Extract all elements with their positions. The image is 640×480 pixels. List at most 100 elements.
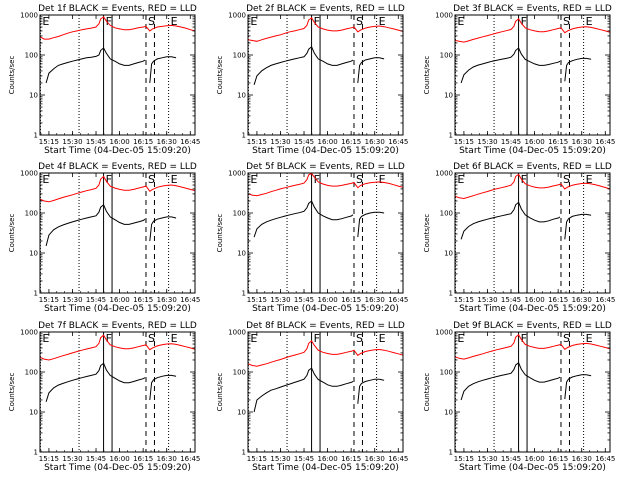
lld-series-line: [455, 173, 610, 200]
marker-label: E: [42, 332, 49, 345]
marker-label: E: [250, 15, 257, 28]
panel-title: Det 3f BLACK = Events, RED = LLD: [453, 4, 612, 14]
y-tick-label: 1: [34, 290, 38, 298]
events-series-line: [45, 47, 146, 84]
x-tick-label: 15:30: [62, 455, 82, 463]
x-tick-label: 15:30: [477, 455, 497, 463]
plot-frame: [454, 331, 611, 453]
marker-label: E: [586, 332, 593, 345]
x-tick-label: 15:15: [247, 455, 267, 463]
lld-series-line: [40, 175, 195, 203]
y-axis-label: Counts/sec: [8, 214, 16, 253]
marker-label: E: [171, 332, 178, 345]
marker-label: F: [314, 332, 320, 345]
x-tick-label: 16:00: [317, 296, 337, 304]
plot-frame: [247, 331, 404, 453]
panel-title: Det 4f BLACK = Events, RED = LLD: [38, 162, 197, 172]
marker-label: E: [457, 15, 464, 28]
marker-label: F: [521, 173, 527, 186]
events-series-line: [357, 57, 385, 84]
marker-label: F: [106, 173, 112, 186]
y-tick-label: 1000: [435, 170, 453, 178]
y-tick-label: 1000: [435, 12, 453, 20]
y-tick-label: 10: [444, 250, 453, 258]
x-tick-label: 16:15: [548, 296, 568, 304]
x-axis-label: Start Time (04-Dec-05 15:09:20): [252, 463, 399, 473]
marker-label: S: [148, 332, 155, 345]
x-tick-label: 16:00: [524, 296, 544, 304]
events-series-line: [45, 203, 146, 247]
x-axis-label: Start Time (04-Dec-05 15:09:20): [252, 304, 399, 314]
y-tick-label: 10: [237, 250, 246, 258]
x-tick-label: 15:15: [39, 138, 59, 146]
lld-series-line: [40, 334, 195, 361]
x-tick-label: 16:45: [180, 138, 200, 146]
lld-series-line: [248, 173, 403, 197]
x-tick-label: 15:30: [477, 296, 497, 304]
events-series-line: [357, 211, 385, 238]
y-tick-label: 100: [25, 369, 38, 377]
x-tick-label: 15:15: [247, 296, 267, 304]
x-tick-label: 16:00: [109, 455, 129, 463]
lld-series-line: [248, 340, 403, 367]
marker-label: E: [457, 173, 464, 186]
events-series-line: [149, 374, 177, 401]
plot-frame: [247, 14, 404, 136]
events-series-line: [253, 367, 354, 413]
events-series-line: [253, 45, 354, 85]
x-tick-label: 15:45: [294, 138, 314, 146]
marker-label: S: [563, 173, 570, 186]
x-tick-label: 16:15: [341, 138, 361, 146]
marker-label: S: [563, 332, 570, 345]
x-tick-label: 16:30: [157, 455, 177, 463]
x-tick-label: 16:45: [388, 455, 408, 463]
marker-label: F: [521, 332, 527, 345]
x-tick-label: 15:45: [86, 138, 106, 146]
events-series-line: [460, 362, 561, 401]
events-series-line: [460, 201, 561, 240]
x-tick-label: 15:30: [270, 138, 290, 146]
marker-label: E: [171, 15, 178, 28]
y-tick-label: 1: [449, 132, 453, 140]
marker-label: S: [148, 173, 155, 186]
x-tick-label: 15:15: [247, 138, 267, 146]
y-tick-label: 100: [233, 52, 246, 60]
panel-title: Det 5f BLACK = Events, RED = LLD: [246, 162, 405, 172]
y-axis-label: Counts/sec: [216, 56, 224, 95]
x-tick-label: 16:15: [133, 138, 153, 146]
x-tick-label: 16:30: [365, 296, 385, 304]
events-series-line: [149, 56, 177, 84]
x-tick-label: 15:15: [454, 138, 474, 146]
plot-frame: [39, 331, 196, 453]
x-axis-label: Start Time (04-Dec-05 15:09:20): [44, 304, 191, 314]
marker-label: E: [586, 173, 593, 186]
x-tick-label: 15:30: [270, 455, 290, 463]
events-series-line: [460, 47, 561, 84]
x-tick-label: 15:15: [454, 455, 474, 463]
marker-label: E: [379, 173, 386, 186]
x-tick-label: 15:30: [477, 138, 497, 146]
x-tick-label: 15:45: [86, 455, 106, 463]
plot-frame: [454, 14, 611, 136]
x-tick-label: 16:45: [595, 296, 615, 304]
marker-label: S: [563, 15, 570, 28]
marker-label: E: [42, 173, 49, 186]
marker-label: S: [356, 173, 363, 186]
marker-label: E: [250, 173, 257, 186]
x-tick-label: 15:15: [454, 296, 474, 304]
x-tick-label: 15:30: [62, 138, 82, 146]
events-series-line: [45, 362, 146, 402]
marker-label: F: [106, 332, 112, 345]
x-tick-label: 15:15: [39, 296, 59, 304]
x-tick-label: 16:15: [341, 455, 361, 463]
y-tick-label: 100: [440, 210, 453, 218]
events-series-line: [564, 374, 592, 400]
y-tick-label: 1: [242, 132, 246, 140]
events-series-line: [564, 213, 592, 240]
x-tick-label: 16:15: [548, 138, 568, 146]
marker-label: E: [171, 173, 178, 186]
